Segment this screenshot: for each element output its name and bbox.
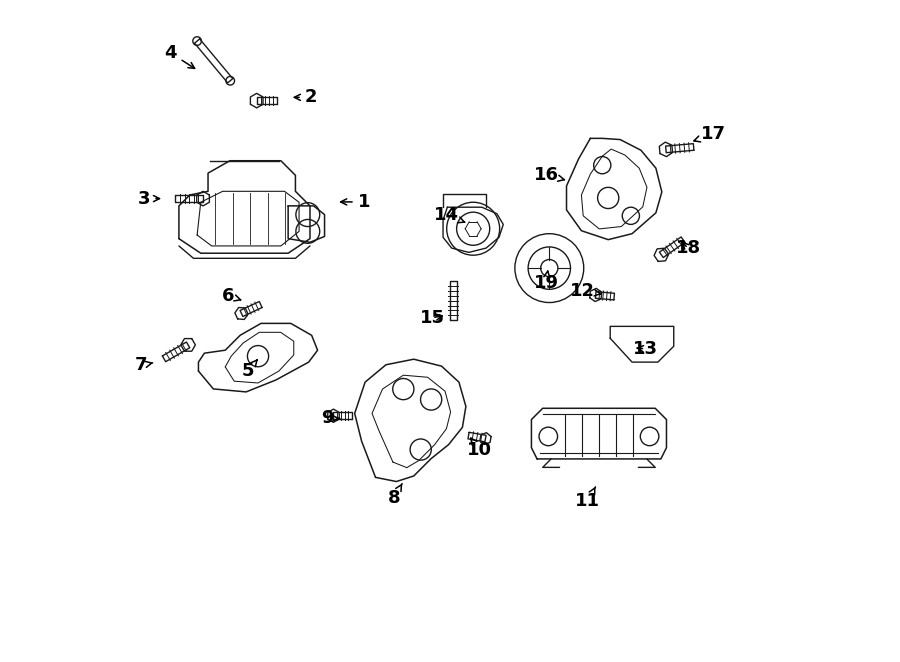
Text: 2: 2 [294,88,317,107]
Text: 6: 6 [222,287,240,305]
Text: 18: 18 [676,239,701,258]
Text: 9: 9 [321,409,339,428]
Text: 11: 11 [575,487,600,510]
Text: 5: 5 [242,359,257,380]
Text: 13: 13 [633,340,658,358]
Text: 16: 16 [534,166,564,185]
Text: 1: 1 [340,193,370,211]
Text: 4: 4 [165,44,194,68]
Text: 17: 17 [694,125,726,144]
Text: 3: 3 [138,189,159,208]
Text: 14: 14 [434,206,465,224]
Text: 7: 7 [135,356,153,375]
Text: 10: 10 [467,438,492,459]
Text: 12: 12 [570,282,601,301]
Text: 15: 15 [419,308,445,327]
Text: 8: 8 [387,484,402,507]
Text: 19: 19 [534,271,559,293]
